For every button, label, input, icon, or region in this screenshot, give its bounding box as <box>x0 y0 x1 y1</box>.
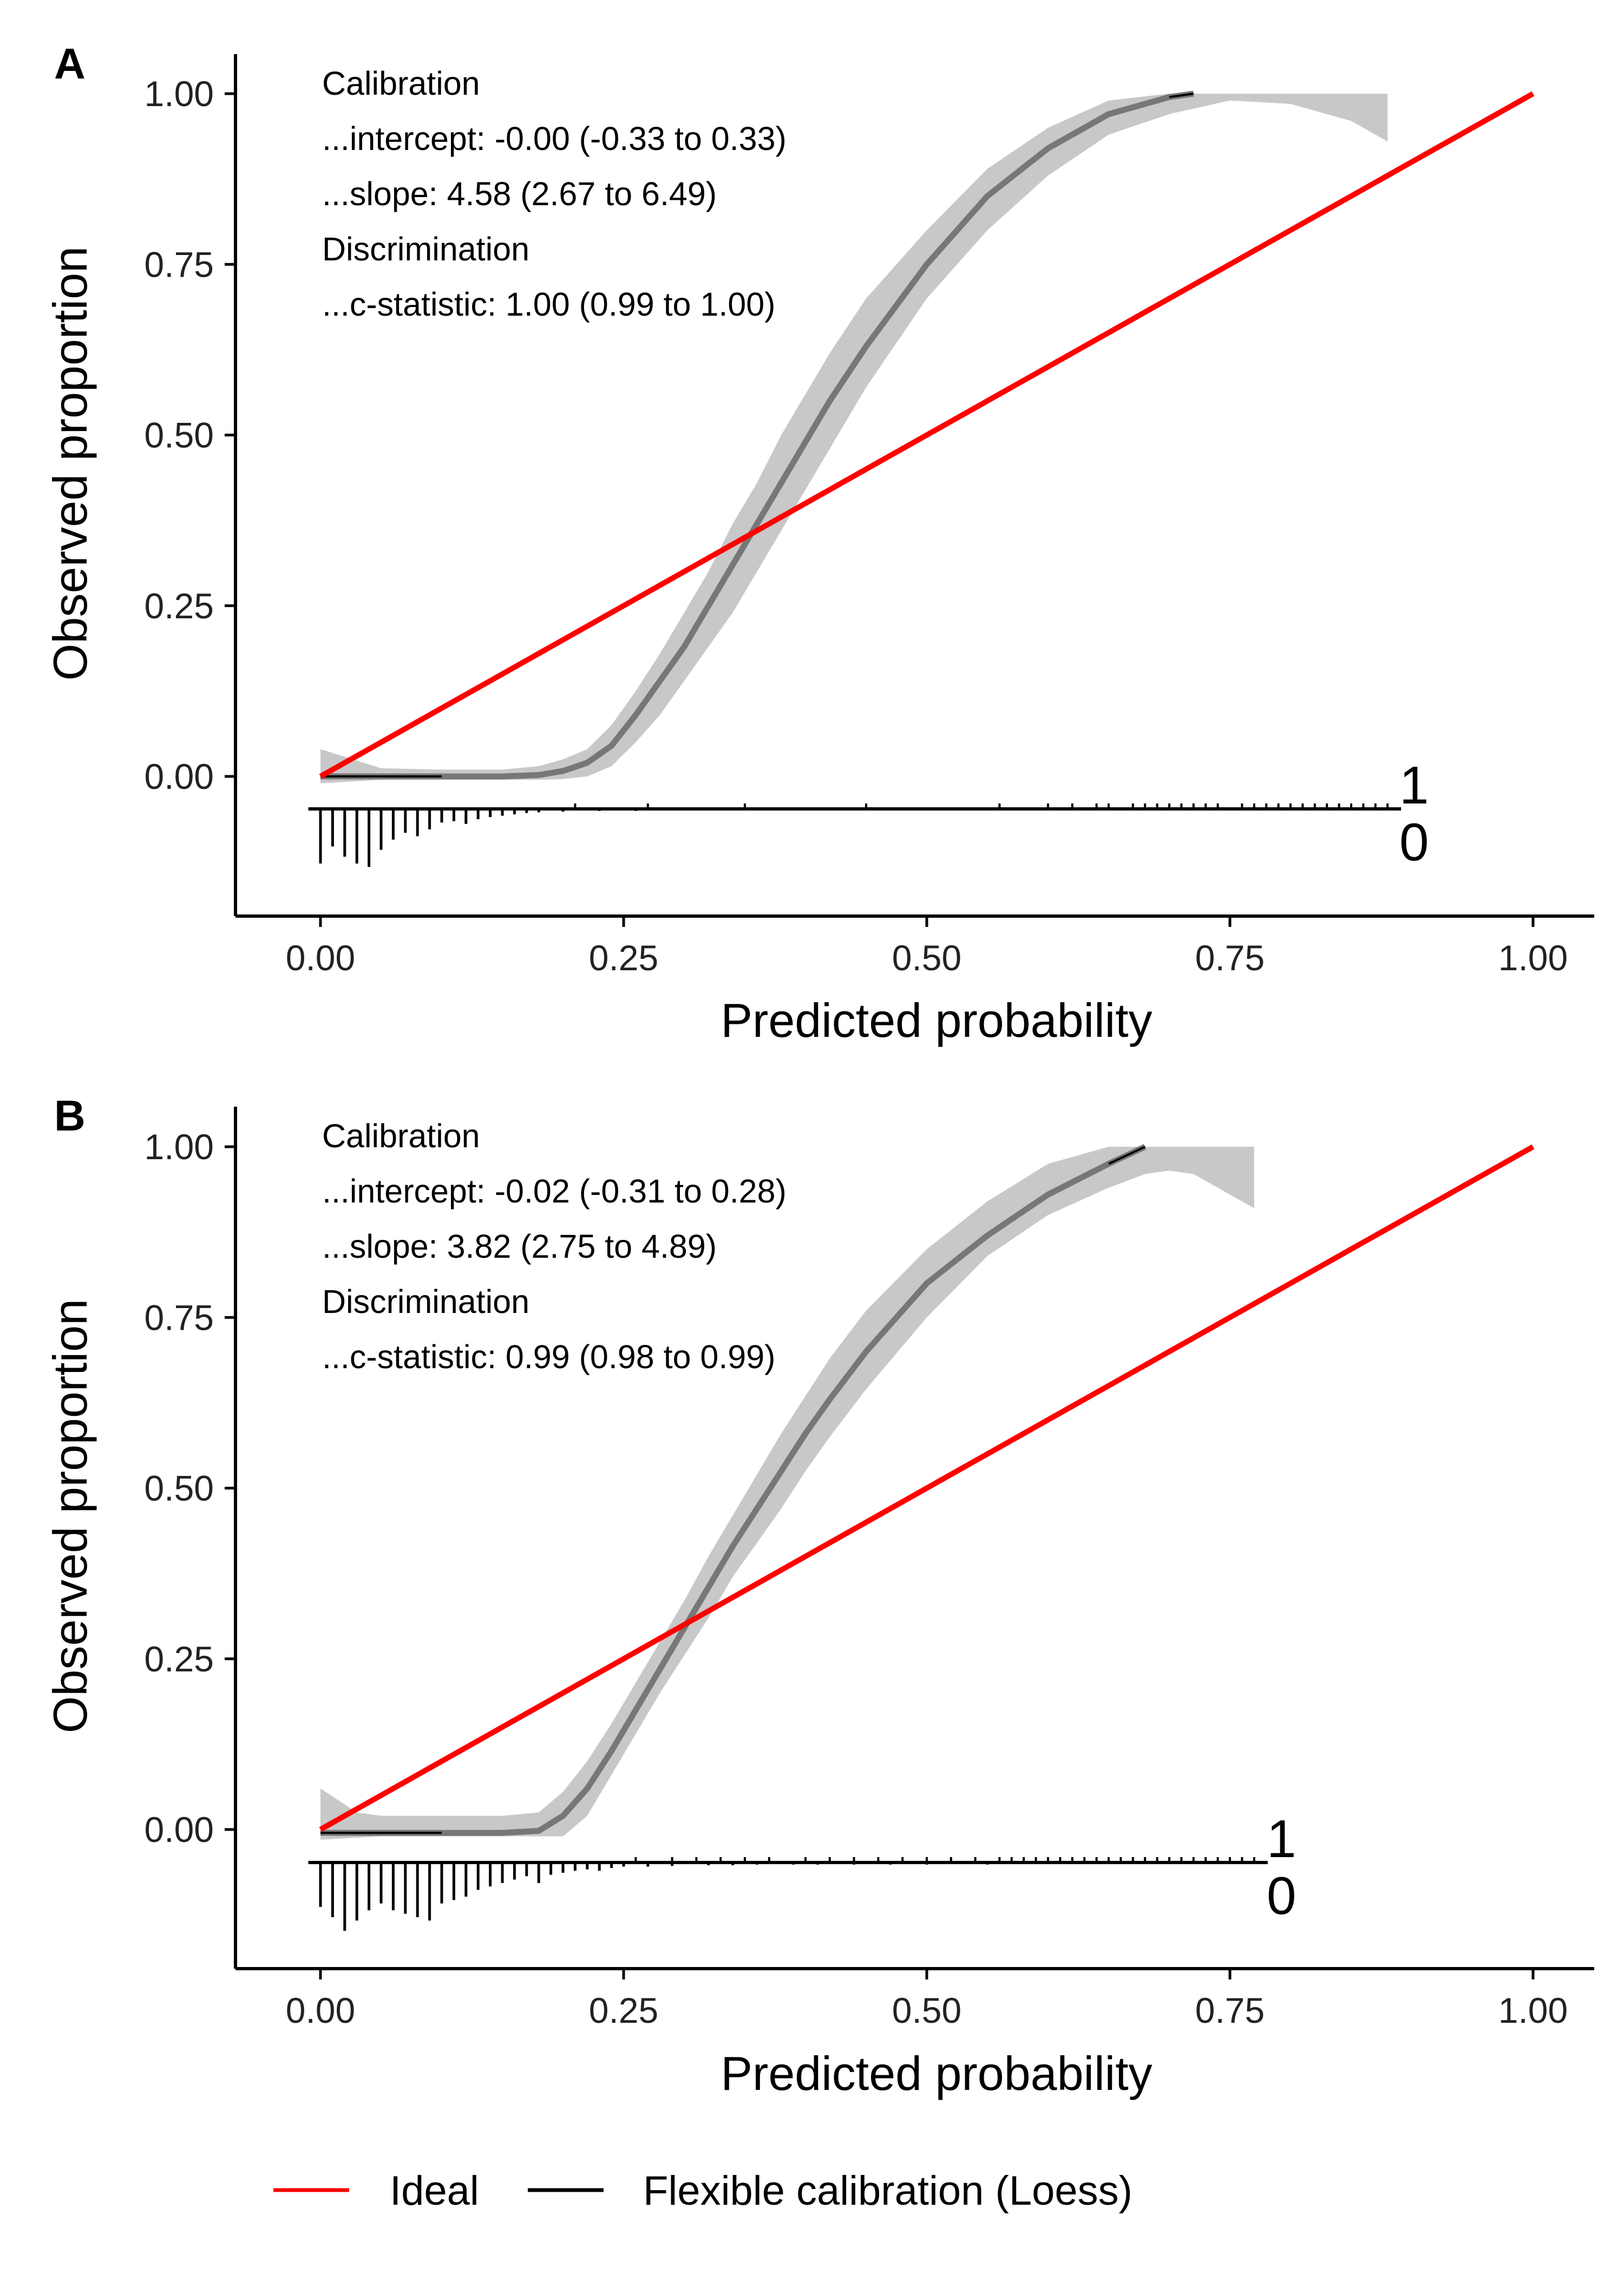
x-tick-label: 0.50 <box>892 938 961 978</box>
annotation-line: ...intercept: -0.00 (-0.33 to 0.33) <box>322 120 787 157</box>
x-tick-label: 0.00 <box>286 1990 355 2030</box>
y-tick-label: 0.00 <box>145 1809 214 1850</box>
annotation-line: ...intercept: -0.02 (-0.31 to 0.28) <box>322 1173 787 1210</box>
panel-a: A 0.00 0.25 0.50 0.75 1.00 0.00 0.25 0.50 0.75 1.… <box>43 40 1594 1047</box>
series-ideal-line <box>319 1144 1535 1832</box>
x-tick-label: 0.25 <box>589 1990 658 2030</box>
series-loess-line <box>320 90 1194 780</box>
annotation-line: Discrimination <box>322 1283 529 1320</box>
legend: Ideal Flexible calibration (Loess) <box>273 2168 1132 2214</box>
annotation-line: Discrimination <box>322 231 529 267</box>
annotation-line: ...c-statistic: 0.99 (0.98 to 0.99) <box>322 1338 775 1375</box>
x-tick-label: 0.75 <box>1195 1990 1265 2030</box>
y-tick-label: 1.00 <box>145 74 214 114</box>
confidence-band <box>320 1147 1254 1840</box>
x-tick-label: 0.75 <box>1195 938 1265 978</box>
y-tick-label: 0.50 <box>145 1468 214 1508</box>
panel-b: B 0.00 0.25 0.50 0.75 1.00 0.00 0.25 0.50 0.75 1.… <box>43 1092 1594 2100</box>
panel-label: B <box>54 1092 86 1140</box>
annotation-line: ...slope: 4.58 (2.67 to 6.49) <box>322 175 717 212</box>
annotation-line: Calibration <box>322 65 480 102</box>
legend-loess-label: Flexible calibration (Loess) <box>643 2168 1132 2214</box>
y-axis-title: Observed proportion <box>43 1299 97 1733</box>
series-ideal-line <box>319 91 1535 779</box>
y-tick-label: 0.25 <box>145 1639 214 1679</box>
series-loess-line <box>320 1144 1147 1836</box>
rug-label-events: 1 <box>1399 755 1429 815</box>
annotation-line: ...c-statistic: 1.00 (0.99 to 1.00) <box>322 286 775 323</box>
x-axis-title: Predicted probability <box>721 994 1152 1047</box>
rug-label-nonevents: 0 <box>1267 1866 1296 1925</box>
annotation-line: ...slope: 3.82 (2.75 to 4.89) <box>322 1228 717 1265</box>
x-tick-label: 1.00 <box>1498 938 1568 978</box>
annotation-line: Calibration <box>322 1118 480 1154</box>
loess-end-tail <box>1108 1146 1146 1165</box>
legend-ideal-label: Ideal <box>390 2168 479 2214</box>
x-tick-label: 0.00 <box>286 938 355 978</box>
y-tick-label: 0.00 <box>145 756 214 796</box>
x-tick-label: 0.50 <box>892 1990 961 2030</box>
x-tick-label: 0.25 <box>589 938 658 978</box>
y-tick-label: 0.75 <box>145 244 214 284</box>
x-tick-label: 1.00 <box>1498 1990 1568 2030</box>
y-tick-label: 0.75 <box>145 1297 214 1337</box>
y-tick-label: 0.50 <box>145 415 214 455</box>
loess-end-tail <box>1169 93 1194 99</box>
rug-label-nonevents: 0 <box>1399 812 1429 872</box>
rug-label-events: 1 <box>1267 1809 1296 1868</box>
y-tick-label: 0.25 <box>145 586 214 626</box>
y-axis-title: Observed proportion <box>43 246 97 681</box>
panel-label: A <box>54 40 86 88</box>
y-tick-label: 1.00 <box>145 1127 214 1167</box>
x-axis-title: Predicted probability <box>721 2047 1152 2100</box>
